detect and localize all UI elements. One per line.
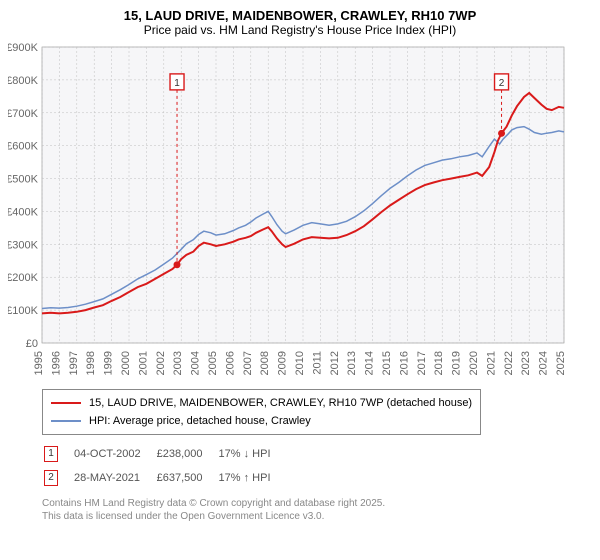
footer-line-1: Contains HM Land Registry data © Crown c…	[42, 497, 592, 510]
svg-text:2000: 2000	[120, 351, 132, 375]
svg-text:£200K: £200K	[8, 272, 39, 284]
svg-text:2018: 2018	[433, 351, 445, 375]
svg-text:2005: 2005	[207, 351, 219, 375]
svg-text:£500K: £500K	[8, 174, 39, 186]
transaction-delta: 17% ↑ HPI	[219, 467, 285, 489]
svg-text:2004: 2004	[190, 351, 202, 375]
svg-text:£600K: £600K	[8, 141, 39, 153]
svg-text:2002: 2002	[155, 351, 167, 375]
svg-text:2006: 2006	[224, 351, 236, 375]
legend: 15, LAUD DRIVE, MAIDENBOWER, CRAWLEY, RH…	[42, 389, 481, 435]
svg-text:2001: 2001	[137, 351, 149, 375]
svg-text:2025: 2025	[555, 351, 567, 375]
chart-title: 15, LAUD DRIVE, MAIDENBOWER, CRAWLEY, RH…	[8, 8, 592, 23]
transaction-price: £238,000	[157, 443, 217, 465]
svg-text:2010: 2010	[294, 351, 306, 375]
svg-text:2020: 2020	[468, 351, 480, 375]
marker-icon: 2	[44, 470, 58, 486]
svg-text:2: 2	[499, 78, 505, 89]
legend-row: 15, LAUD DRIVE, MAIDENBOWER, CRAWLEY, RH…	[51, 394, 472, 412]
marker-icon: 1	[44, 446, 58, 462]
svg-text:2022: 2022	[503, 351, 515, 375]
svg-text:2019: 2019	[451, 351, 463, 375]
svg-text:2015: 2015	[381, 351, 393, 375]
svg-text:2007: 2007	[242, 351, 254, 375]
legend-row: HPI: Average price, detached house, Craw…	[51, 412, 472, 430]
svg-text:£400K: £400K	[8, 206, 39, 218]
svg-text:2008: 2008	[259, 351, 271, 375]
line-chart: £0 £100K £200K £300K £400K £500K £600K £700K £80…	[8, 43, 568, 383]
svg-text:2003: 2003	[172, 351, 184, 375]
transaction-date: 04-OCT-2002	[74, 443, 155, 465]
svg-text:1996: 1996	[50, 351, 62, 375]
svg-text:2013: 2013	[346, 351, 358, 375]
svg-text:2011: 2011	[311, 351, 323, 375]
svg-text:1999: 1999	[103, 351, 115, 375]
svg-text:£0: £0	[26, 338, 38, 350]
svg-text:2016: 2016	[398, 351, 410, 375]
svg-text:1: 1	[174, 78, 180, 89]
svg-text:1997: 1997	[68, 351, 80, 375]
svg-text:£700K: £700K	[8, 108, 39, 120]
chart-area: £0 £100K £200K £300K £400K £500K £600K £700K £80…	[8, 43, 592, 383]
transaction-row: 1 04-OCT-2002£238,00017% ↓ HPI	[44, 443, 285, 465]
svg-text:2023: 2023	[520, 351, 532, 375]
footer-line-2: This data is licensed under the Open Gov…	[42, 510, 592, 523]
svg-text:1998: 1998	[85, 351, 97, 375]
svg-text:£800K: £800K	[8, 75, 39, 87]
transaction-date: 28-MAY-2021	[74, 467, 155, 489]
svg-text:2024: 2024	[538, 351, 550, 375]
footer-attribution: Contains HM Land Registry data © Crown c…	[42, 497, 592, 523]
transaction-row: 2 28-MAY-2021£637,50017% ↑ HPI	[44, 467, 285, 489]
legend-label: HPI: Average price, detached house, Craw…	[89, 415, 311, 427]
svg-text:2012: 2012	[329, 351, 341, 375]
svg-text:£100K: £100K	[8, 305, 39, 317]
svg-text:£300K: £300K	[8, 239, 39, 251]
svg-text:2017: 2017	[416, 351, 428, 375]
chart-title-block: 15, LAUD DRIVE, MAIDENBOWER, CRAWLEY, RH…	[8, 8, 592, 37]
legend-label: 15, LAUD DRIVE, MAIDENBOWER, CRAWLEY, RH…	[89, 397, 472, 409]
legend-swatch	[51, 402, 81, 405]
chart-subtitle: Price paid vs. HM Land Registry's House …	[8, 23, 592, 37]
transaction-price: £637,500	[157, 467, 217, 489]
svg-text:2014: 2014	[364, 351, 376, 375]
transaction-table: 1 04-OCT-2002£238,00017% ↓ HPI 2 28-MAY-202…	[42, 441, 287, 491]
svg-text:2021: 2021	[485, 351, 497, 375]
legend-swatch	[51, 420, 81, 422]
svg-text:£900K: £900K	[8, 43, 39, 54]
svg-text:2009: 2009	[277, 351, 289, 375]
svg-text:1995: 1995	[33, 351, 45, 375]
transaction-delta: 17% ↓ HPI	[219, 443, 285, 465]
